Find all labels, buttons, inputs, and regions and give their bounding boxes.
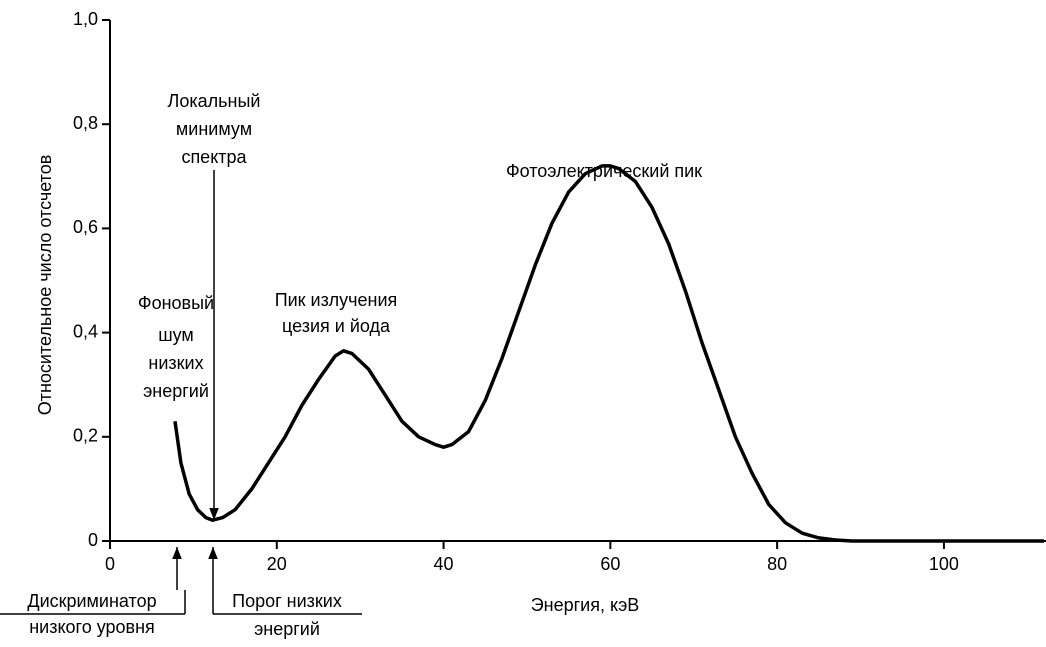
- annotation: низкого уровня: [29, 617, 155, 637]
- annotation: цезия и йода: [282, 316, 391, 336]
- y-tick-label: 1,0: [73, 9, 98, 29]
- annotation: минимум: [176, 119, 252, 139]
- annotation: Пик излучения: [275, 290, 398, 310]
- annotation: Порог низких: [232, 591, 342, 611]
- y-axis-label: Относительное число отсчетов: [35, 155, 55, 416]
- annotation: Фоновый: [138, 293, 214, 313]
- spectrum-line: [173, 164, 1044, 543]
- y-tick-label: 0,6: [73, 217, 98, 237]
- annotation: низких: [148, 353, 203, 373]
- x-axis-label: Энергия, кэВ: [531, 595, 640, 615]
- annotation: Локальный: [168, 91, 261, 111]
- y-tick-label: 0,8: [73, 113, 98, 133]
- x-tick-label: 40: [434, 554, 454, 574]
- annotation: спектра: [181, 147, 247, 167]
- annotation: шум: [158, 325, 194, 345]
- annotation: Дискриминатор: [27, 591, 156, 611]
- annotation: энергий: [143, 381, 209, 401]
- annotation: энергий: [254, 619, 320, 639]
- x-tick-label: 80: [767, 554, 787, 574]
- y-tick-label: 0,4: [73, 321, 98, 341]
- x-tick-label: 20: [267, 554, 287, 574]
- x-tick-label: 60: [600, 554, 620, 574]
- x-tick-label: 0: [105, 554, 115, 574]
- y-tick-label: 0: [88, 530, 98, 550]
- annotation: Фотоэлектрический пик: [506, 161, 702, 181]
- x-tick-label: 100: [929, 554, 959, 574]
- y-tick-label: 0,2: [73, 426, 98, 446]
